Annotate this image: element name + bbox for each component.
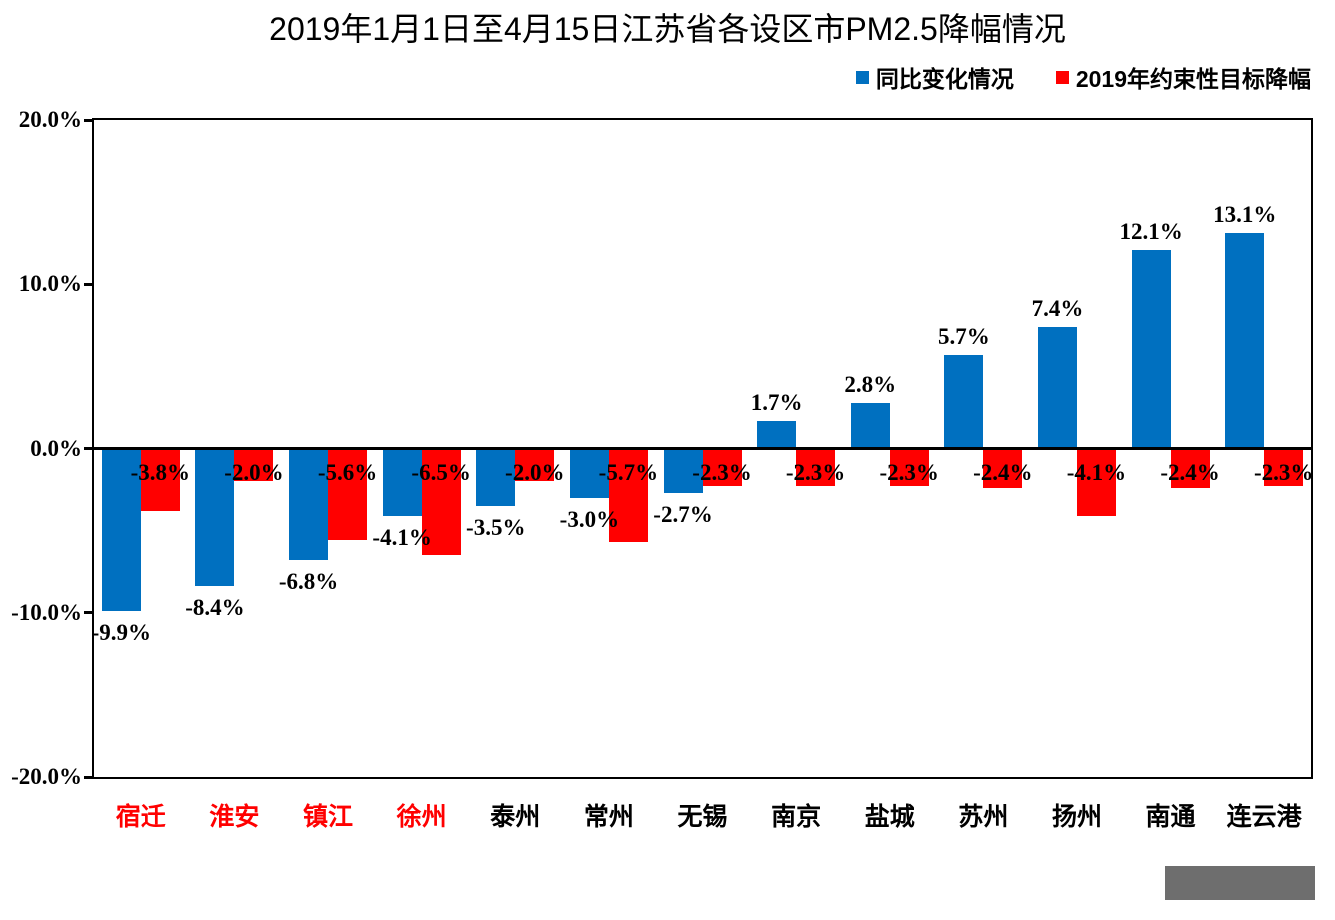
target-value-label-10: -4.1% [1066,459,1127,485]
legend-label-yoy: 同比变化情况 [875,66,1014,92]
yoy-value-label-8: 2.8% [844,371,897,397]
yoy-bar-2 [289,448,329,561]
x-label-南通: 南通 [1145,803,1196,831]
x-label-徐州: 徐州 [396,803,447,831]
y-tick-label--10: -10.0% [11,599,82,625]
watermark-box [1165,866,1315,900]
x-label-扬州: 扬州 [1051,803,1102,831]
target-bar-6 [702,448,742,487]
target-value-label-3: -6.5% [411,459,471,485]
x-label-盐城: 盐城 [864,803,915,831]
x-label-宿迁: 宿迁 [115,803,166,831]
x-label-常州: 常州 [583,803,634,831]
target-value-label-4: -2.0% [505,459,565,485]
yoy-value-label-6: -2.7% [653,501,713,527]
chart-title: 2019年1月1日至4月15日江苏省各设区市PM2.5降幅情况 [269,11,1066,47]
yoy-value-label-2: -6.8% [278,569,339,595]
yoy-value-label-12: 13.1% [1213,202,1277,228]
target-bar-10 [1076,448,1116,516]
legend-item-yoy: 同比变化情况 [855,60,1014,94]
yoy-bar-10 [1037,326,1077,449]
chart-legend: 同比变化情况 2019年约束性目标降幅 [855,60,1311,94]
y-tick-mark-0 [84,447,94,450]
target-bar-9 [983,448,1023,488]
x-label-淮安: 淮安 [209,803,260,831]
legend-swatch-blue-icon [855,70,869,84]
x-label-南京: 南京 [771,803,822,831]
target-bar-3 [421,448,461,556]
target-value-label-8: -2.3% [879,459,939,485]
x-label-苏州: 苏州 [958,803,1009,831]
y-tick-mark--20 [84,775,94,779]
yoy-value-label-1: -8.4% [185,595,245,621]
yoy-bar-12 [1225,233,1265,449]
yoy-value-label-4: -3.5% [466,514,526,540]
legend-item-target: 2019年约束性目标降幅 [1055,60,1311,94]
yoy-value-label-7: 1.7% [750,389,803,415]
yoy-bar-7 [757,420,797,449]
target-value-label-2: -5.6% [317,459,378,485]
yoy-bar-3 [382,448,422,516]
target-bar-2 [328,448,368,541]
target-bar-7 [796,448,836,487]
zero-axis-line [94,447,1311,450]
target-bar-11 [1170,448,1210,488]
target-bar-4 [515,448,555,482]
target-value-label-0: -3.8% [130,459,191,485]
x-label-镇江: 镇江 [303,803,354,831]
target-bar-1 [234,448,274,482]
yoy-value-label-0: -9.9% [91,620,152,646]
y-tick-label-0: 0.0% [30,435,82,461]
yoy-bar-4 [476,448,516,506]
yoy-value-label-3: -4.1% [372,524,432,550]
yoy-value-label-5: -3.0% [559,506,620,532]
legend-swatch-red-icon [1055,70,1069,84]
target-bar-12 [1264,448,1304,487]
plot-area: -9.9% -3.8% -8.4% -2.0% -6.8% -5.6% -4.1% -6.5%… [91,120,1314,777]
yoy-bar-8 [850,402,890,449]
yoy-value-label-11: 12.1% [1119,218,1183,244]
target-value-label-6: -2.3% [692,459,752,485]
target-value-label-11: -2.4% [1160,459,1220,485]
x-label-无锡: 无锡 [677,803,728,831]
target-value-label-5: -5.7% [598,459,659,485]
y-tick-label--20: -20.0% [11,764,82,789]
target-value-label-7: -2.3% [785,459,846,485]
target-bar-0 [140,448,180,511]
plot-frame: -9.9% -3.8% -8.4% -2.0% -6.8% -5.6% -4.1% -6.5%… [92,118,1313,779]
y-tick-label-10: 10.0% [18,271,82,297]
x-label-连云港: 连云港 [1226,803,1302,831]
yoy-value-label-9: 5.7% [937,323,990,349]
legend-label-target: 2019年约束性目标降幅 [1075,66,1311,92]
target-value-label-1: -2.0% [224,459,284,485]
target-bar-5 [608,448,648,543]
x-label-泰州: 泰州 [490,803,541,831]
yoy-bar-9 [944,354,984,449]
y-tick-mark-20 [84,118,94,122]
yoy-bar-5 [569,448,609,498]
y-tick-mark--10 [84,611,94,615]
target-bar-8 [889,448,929,487]
target-value-label-12: -2.3% [1253,459,1314,485]
yoy-value-label-10: 7.4% [1031,295,1084,321]
y-tick-mark-10 [84,282,94,286]
yoy-bar-6 [663,448,703,493]
yoy-bar-11 [1131,249,1171,449]
yoy-bar-0 [101,448,141,612]
target-value-label-9: -2.4% [973,459,1033,485]
y-tick-label-20: 20.0% [18,107,82,132]
yoy-bar-1 [195,448,235,587]
